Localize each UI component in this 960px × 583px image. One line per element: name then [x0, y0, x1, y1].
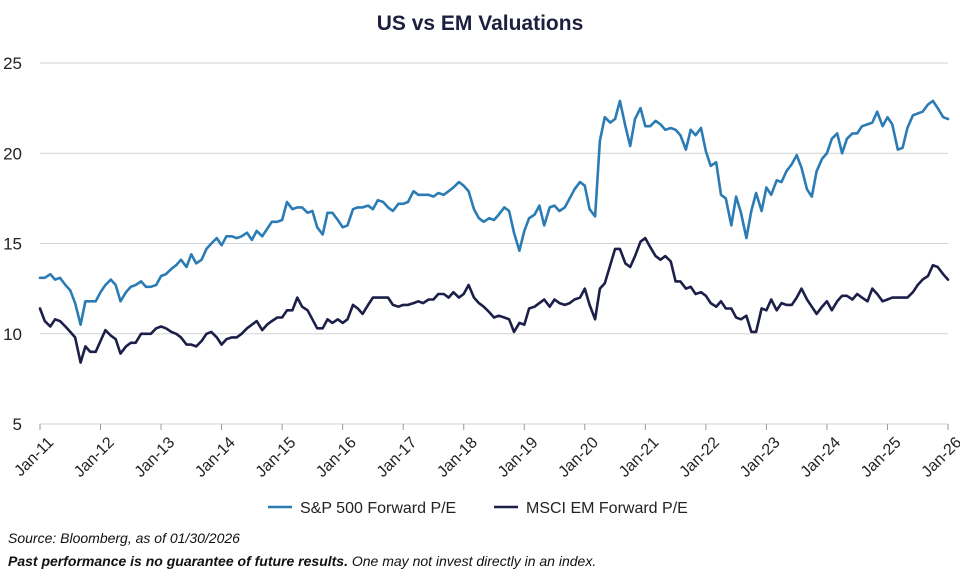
- chart-title: US vs EM Valuations: [377, 12, 584, 35]
- legend-label: S&P 500 Forward P/E: [300, 500, 456, 517]
- y-tick-label: 25: [3, 54, 22, 73]
- x-axis: Jan-11 Jan-12 Jan-13 Jan-14 Jan-15 Jan-16 Jan-…: [11, 424, 960, 481]
- source-note: Source: Bloomberg, as of 01/30/2026: [8, 530, 240, 546]
- x-tick-label: Jan-22: [676, 434, 723, 481]
- disclaimer-bold: Past performance is no guarantee of futu…: [8, 553, 348, 569]
- x-tick-label: Jan-23: [737, 434, 784, 481]
- x-tick-label: Jan-11: [11, 434, 57, 480]
- x-tick-label: Jan-21: [616, 434, 663, 481]
- x-tick-label: Jan-15: [253, 434, 300, 481]
- y-axis: 5 10 15 20 25: [3, 54, 22, 434]
- disclaimer: Past performance is no guarantee of futu…: [8, 553, 596, 569]
- x-tick-label: Jan-12: [71, 434, 118, 481]
- x-tick-label: Jan-19: [495, 434, 542, 481]
- x-tick-label: Jan-26: [919, 434, 960, 481]
- x-tick-label: Jan-20: [555, 434, 602, 481]
- x-tick-label: Jan-14: [192, 434, 239, 481]
- y-tick-label: 10: [3, 325, 22, 344]
- x-tick-label: Jan-25: [858, 434, 905, 481]
- disclaimer-rest: One may not invest directly in an index.: [347, 553, 597, 569]
- x-tick-label: Jan-18: [434, 434, 481, 481]
- legend: S&P 500 Forward P/E MSCI EM Forward P/E: [268, 500, 688, 517]
- grid: [40, 62, 948, 425]
- series-line-msci-em: [38, 236, 950, 364]
- x-tick-label: Jan-17: [374, 434, 421, 481]
- legend-label: MSCI EM Forward P/E: [526, 500, 688, 517]
- legend-item-msci-em: MSCI EM Forward P/E: [494, 500, 688, 517]
- y-tick-label: 15: [3, 235, 22, 254]
- series-lines: [38, 99, 950, 364]
- series-line-sp500: [38, 99, 950, 326]
- y-tick-label: 5: [13, 415, 22, 434]
- legend-item-sp500: S&P 500 Forward P/E: [268, 500, 456, 517]
- x-tick-label: Jan-13: [132, 434, 179, 481]
- x-tick-label: Jan-16: [313, 434, 360, 481]
- y-tick-label: 20: [3, 144, 22, 163]
- x-tick-label: Jan-24: [798, 434, 845, 481]
